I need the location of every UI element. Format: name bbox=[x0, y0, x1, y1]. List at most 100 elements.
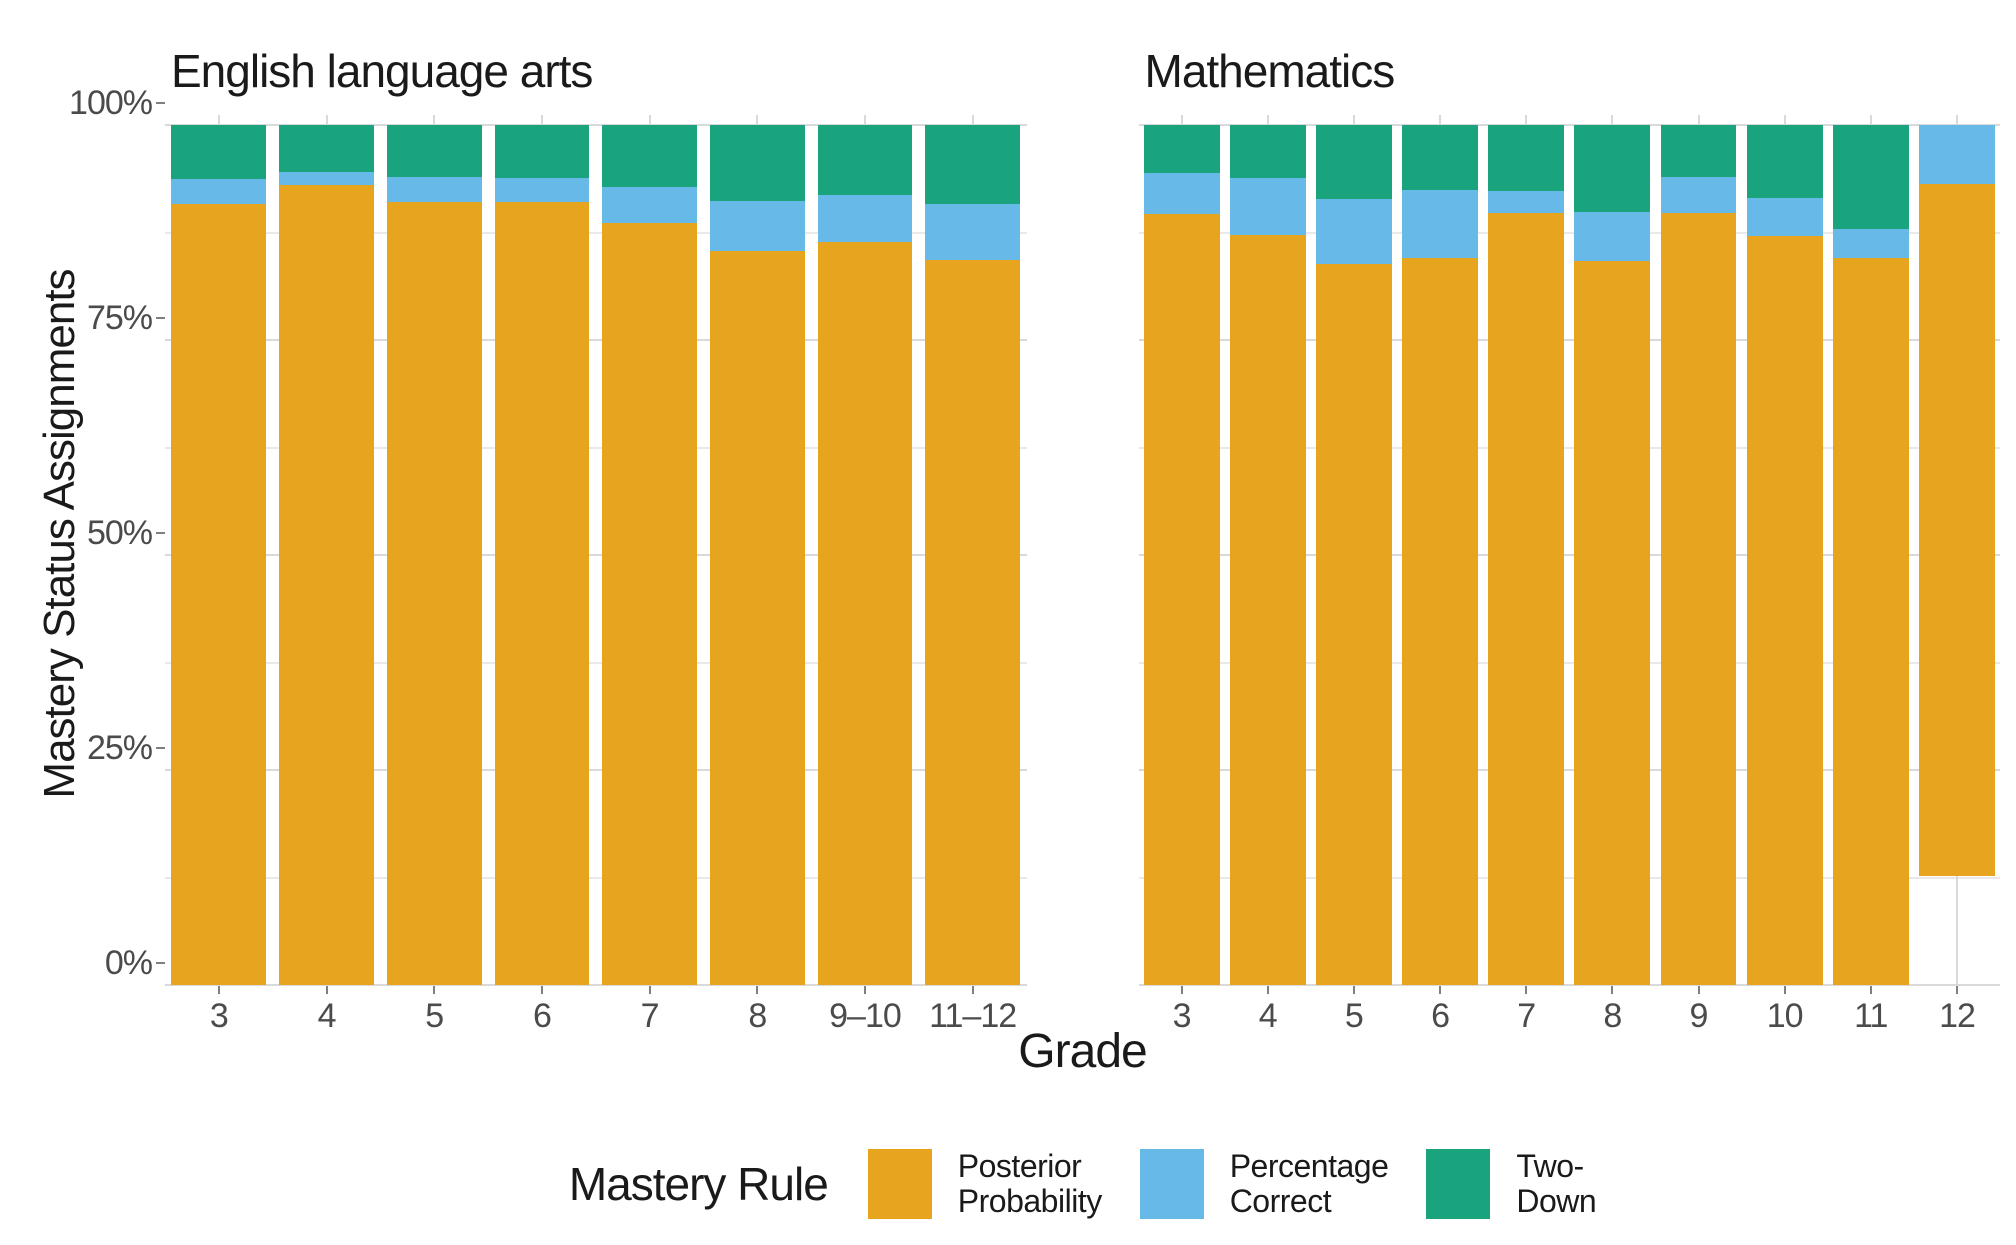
bar-grade-12 bbox=[1919, 125, 1995, 985]
x-tick-mark bbox=[1225, 985, 1311, 994]
legend-label-line: Posterior bbox=[957, 1148, 1082, 1184]
x-tick-mark bbox=[1311, 985, 1397, 994]
x-tick-labels: 3 4 5 6 7 8 9 10 11 12 bbox=[1139, 998, 2001, 1034]
segment-posterior-probability bbox=[1143, 213, 1220, 985]
facet-panels: English language arts 3 4 5 6 7 8 9–10 11–12 Math… bbox=[165, 0, 2000, 1034]
segment-percentage-correct bbox=[817, 194, 913, 242]
segment-percentage-correct bbox=[709, 200, 805, 252]
x-tick-mark bbox=[596, 985, 704, 994]
segment-two-down bbox=[494, 125, 590, 179]
segment-posterior-probability bbox=[1660, 212, 1737, 985]
x-tick-line bbox=[1352, 985, 1355, 994]
bar-slot-grade-10 bbox=[1742, 115, 1828, 985]
x-tick-label-grade-3: 3 bbox=[209, 997, 229, 1035]
segment-two-down bbox=[386, 125, 482, 177]
segment-percentage-correct bbox=[494, 178, 590, 202]
x-tick-line bbox=[217, 985, 220, 994]
x-tick-mark bbox=[1914, 985, 2000, 994]
bar-slot-grade-4 bbox=[1225, 115, 1311, 985]
x-tick-label-grade-6: 6 bbox=[532, 997, 552, 1035]
x-tick-label-grade-8: 8 bbox=[748, 997, 767, 1035]
x-tick-mark bbox=[1828, 985, 1914, 994]
segment-posterior-probability bbox=[386, 202, 482, 985]
plot-area bbox=[165, 115, 1027, 986]
bar-grade-5 bbox=[386, 125, 482, 985]
bar-grade-11-12 bbox=[925, 125, 1021, 985]
bar-slot-grade-9-10 bbox=[811, 115, 919, 985]
x-tick-label-grade-8: 8 bbox=[1603, 997, 1622, 1035]
y-tick-mark bbox=[156, 102, 165, 104]
x-tick-label-grade-4: 4 bbox=[1258, 997, 1278, 1035]
y-tick-label: 25% bbox=[86, 729, 153, 767]
segment-posterior-probability bbox=[1488, 212, 1565, 985]
bar-slot-grade-9 bbox=[1655, 115, 1741, 985]
legend-label-line: Down bbox=[1516, 1183, 1597, 1219]
x-tick-line bbox=[1439, 985, 1442, 994]
x-tick-label-grade-5: 5 bbox=[1344, 997, 1364, 1035]
facet-title: Mathematics bbox=[1144, 45, 1396, 97]
bar-slot-grade-8 bbox=[1569, 115, 1655, 985]
gridline-major-50 bbox=[165, 554, 1027, 556]
y-tick-mark bbox=[156, 962, 165, 964]
y-tick-mark bbox=[156, 317, 165, 319]
gridline-major-50 bbox=[1138, 554, 2000, 556]
x-tick-label-grade-7: 7 bbox=[640, 997, 660, 1035]
bar-slot-grade-12 bbox=[1914, 115, 2000, 985]
gridline-minor-37.5 bbox=[1138, 661, 2000, 664]
bar-slot-grade-11-12 bbox=[919, 115, 1027, 985]
bar-slot-grade-6 bbox=[1397, 115, 1483, 985]
bar-slot-grade-5 bbox=[1311, 115, 1397, 985]
gridline-minor-87.5 bbox=[165, 231, 1027, 234]
segment-posterior-probability bbox=[1315, 264, 1392, 985]
gridline-minor-87.5 bbox=[1138, 231, 2000, 234]
segment-two-down bbox=[1832, 125, 1909, 230]
bar-slot-grade-8 bbox=[703, 115, 811, 985]
x-tick-mark bbox=[488, 985, 596, 994]
segment-two-down bbox=[1488, 125, 1565, 192]
x-tick-mark bbox=[1569, 985, 1655, 994]
segment-percentage-correct bbox=[1574, 211, 1651, 261]
legend-label-line: Percentage bbox=[1229, 1148, 1389, 1184]
x-tick-label-grade-12: 12 bbox=[1939, 997, 1976, 1035]
legend-swatch-percentage-correct bbox=[1139, 1149, 1204, 1219]
bar-grade-7 bbox=[602, 125, 697, 985]
x-tick-line bbox=[1180, 985, 1183, 994]
legend-title: Mastery Rule bbox=[568, 1158, 829, 1210]
legend-item-posterior-probability: Posterior Probability bbox=[867, 1148, 1102, 1219]
x-tick-mark bbox=[165, 985, 273, 994]
x-tick-mark bbox=[1742, 985, 1828, 994]
segment-two-down bbox=[1660, 125, 1737, 177]
x-tick-line bbox=[1955, 985, 1958, 994]
segment-two-down bbox=[817, 125, 913, 195]
segment-two-down bbox=[1315, 125, 1392, 199]
y-tick-label: 0% bbox=[104, 944, 153, 982]
segment-two-down bbox=[1746, 125, 1823, 199]
x-tick-mark bbox=[1655, 985, 1741, 994]
gridline-minor-12.5 bbox=[1138, 876, 2000, 879]
segment-two-down bbox=[171, 125, 267, 180]
segment-percentage-correct bbox=[602, 186, 697, 224]
bar-slot-grade-7 bbox=[596, 115, 704, 985]
segment-percentage-correct bbox=[279, 172, 374, 186]
x-tick-line bbox=[1266, 985, 1269, 994]
bar-grade-3 bbox=[171, 125, 267, 985]
bar-slot-grade-3 bbox=[1139, 115, 1225, 985]
segment-percentage-correct bbox=[925, 204, 1021, 260]
x-tick-mark bbox=[1397, 985, 1483, 994]
segment-posterior-probability bbox=[1746, 235, 1823, 985]
segment-percentage-correct bbox=[1315, 198, 1392, 265]
x-tick-line bbox=[648, 985, 651, 994]
segment-percentage-correct bbox=[1919, 125, 1995, 185]
segment-posterior-probability bbox=[1402, 258, 1478, 985]
segment-percentage-correct bbox=[1143, 173, 1220, 214]
x-tick-line bbox=[863, 985, 866, 994]
x-tick-line bbox=[540, 985, 543, 994]
legend: Mastery Rule Posterior Probability Percent… bbox=[165, 1132, 2000, 1236]
x-tick-mark bbox=[273, 985, 381, 994]
segment-posterior-probability bbox=[602, 223, 697, 985]
segment-two-down bbox=[1574, 125, 1651, 212]
gridline-major-100 bbox=[1138, 124, 2000, 126]
legend-item-two-down: Two- Down bbox=[1426, 1149, 1597, 1219]
segment-two-down bbox=[279, 125, 374, 173]
